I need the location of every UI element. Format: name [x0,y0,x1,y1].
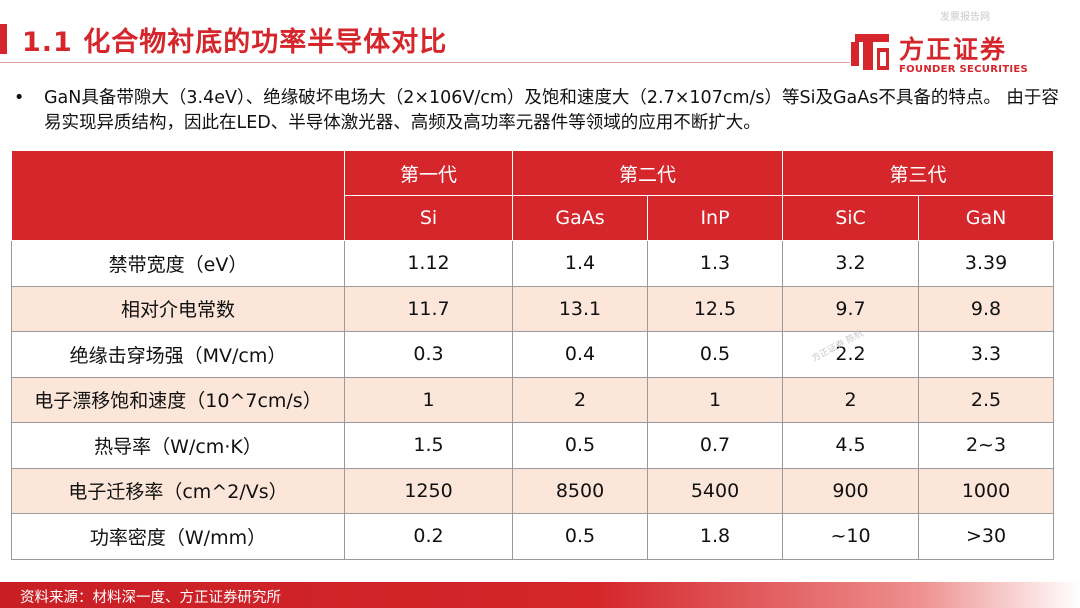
source-note: 资料来源：材料深一度、方正证券研究所 [20,590,281,606]
table-cell: 9.8 [918,285,1055,332]
corner-cell [11,150,345,241]
title-accent-bar [0,24,7,54]
table-row: 热导率（W/cm·K） 1.5 0.5 0.7 4.5 2~3 [11,422,1055,469]
table-cell: 5400 [646,467,784,514]
material-header: InP [646,195,784,241]
table-cell: 2.5 [918,376,1055,423]
table-row: 绝缘击穿场强（MV/cm） 0.3 0.4 0.5 2.2 3.3 [11,331,1055,378]
table-cell: 11.7 [344,285,513,332]
table-cell: 2~3 [918,422,1055,469]
table-row: 电子迁移率（cm^2/Vs） 1250 8500 5400 900 1000 [11,467,1055,514]
table-cell: >30 [918,513,1055,560]
bullet-text: GaN具备带隙大（3.4eV）、绝缘破坏电场大（2×106V/cm）及饱和速度大… [44,88,1059,133]
logo-name-en: FOUNDER SECURITIES [899,64,1029,75]
table-cell: 1.12 [344,240,513,287]
table-cell: 0.5 [512,422,648,469]
table-cell: 2 [512,376,648,423]
row-label: 功率密度（W/mm） [11,513,345,560]
table-cell: 9.7 [782,285,920,332]
top-watermark: 发票报告网 [940,12,990,23]
table-cell: 0.5 [512,513,648,560]
material-header: Si [344,195,513,241]
table-cell: 1 [344,376,513,423]
table-cell: 1.8 [646,513,784,560]
row-label: 绝缘击穿场强（MV/cm） [11,331,345,378]
footer-bar: 资料来源：材料深一度、方正证券研究所 [0,582,1080,608]
founder-securities-logo: 方正证券 FOUNDER SECURITIES [849,30,1029,78]
table-cell: 1 [646,376,784,423]
table-row: 功率密度（W/mm） 0.2 0.5 1.8 ~10 >30 [11,513,1055,560]
table-cell: 0.7 [646,422,784,469]
table-cell: 1.5 [344,422,513,469]
table-cell: 3.3 [918,331,1055,378]
table-row: 电子漂移饱和速度（10^7cm/s） 1 2 1 2 2.5 [11,376,1055,423]
table-cell: 0.3 [344,331,513,378]
table-cell: 1.3 [646,240,784,287]
table-cell: 2 [782,376,920,423]
generation-header: 第二代 [511,150,784,196]
table-cell: 3.39 [918,240,1055,287]
title-divider [0,62,850,63]
bullet-paragraph: • GaN具备带隙大（3.4eV）、绝缘破坏电场大（2×106V/cm）及饱和速… [14,86,1064,136]
founder-logo-icon [851,34,889,70]
table-cell: 0.4 [512,331,648,378]
table-cell: 13.1 [512,285,648,332]
table-cell: 8500 [512,467,648,514]
bullet-dot: • [14,88,25,108]
generation-header-row: 第一代 第二代 第三代 [11,150,1055,241]
material-header: GaAs [512,195,648,241]
table-row: 相对介电常数 11.7 13.1 12.5 9.7 9.8 [11,285,1055,332]
material-header-row: Si GaAs InP SiC GaN [12,195,1055,241]
table-row: 禁带宽度（eV） 1.12 1.4 1.3 3.2 3.39 [11,240,1055,287]
logo-name-cn: 方正证券 [899,35,1008,64]
table-cell: 0.5 [646,331,784,378]
generation-header: 第三代 [782,150,1055,196]
material-header: SiC [782,195,920,241]
table-cell: 3.2 [782,240,920,287]
semiconductor-comparison-table: 第一代 第二代 第三代 Si GaAs InP SiC GaN 禁带宽度（eV）… [11,150,1055,560]
page-title: 1.1 化合物衬底的功率半导体对比 [22,27,448,58]
generation-header: 第一代 [344,150,513,196]
row-label: 电子漂移饱和速度（10^7cm/s） [11,376,345,423]
table-cell: 12.5 [646,285,784,332]
table-cell: 1000 [918,467,1055,514]
table-cell: ~10 [782,513,920,560]
row-label: 相对介电常数 [11,285,345,332]
table-cell: 4.5 [782,422,920,469]
table-cell: 1.4 [512,240,648,287]
row-label: 禁带宽度（eV） [11,240,345,287]
table-cell: 900 [782,467,920,514]
table-cell: 1250 [344,467,513,514]
row-label: 热导率（W/cm·K） [11,422,345,469]
material-header: GaN [918,195,1055,241]
row-label: 电子迁移率（cm^2/Vs） [11,467,345,514]
table-cell: 0.2 [344,513,513,560]
